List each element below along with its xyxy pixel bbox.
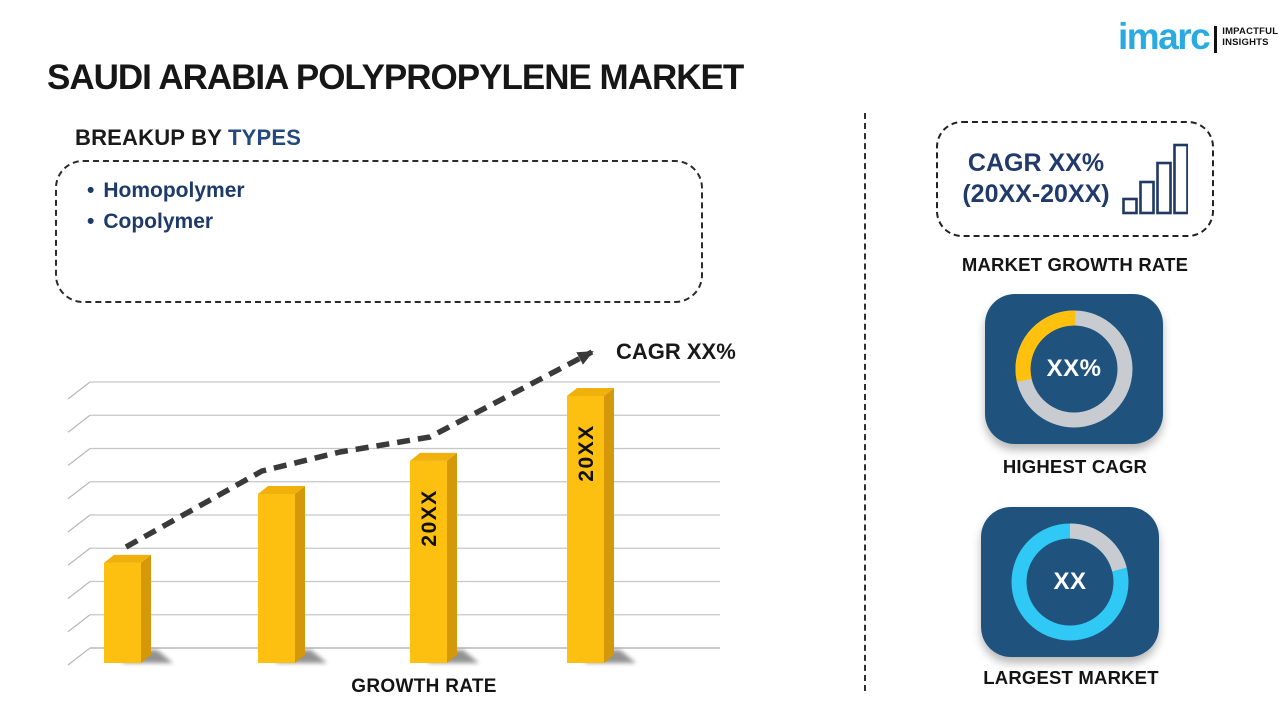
imarc-logo-text: imarc xyxy=(1118,16,1211,57)
page-title: SAUDI ARABIA POLYPROPYLENE MARKET xyxy=(47,58,744,97)
svg-text:20XX: 20XX xyxy=(575,424,598,481)
svg-text:20XX: 20XX xyxy=(418,489,441,546)
largest-market-label: LARGEST MARKET xyxy=(983,667,1159,688)
imarc-logo: imarc IMPACTFUL INSIGHTS xyxy=(1118,16,1278,58)
largest-market-value: XX xyxy=(1053,568,1087,595)
list-item-copolymer: • Copolymer xyxy=(87,206,681,237)
bullet-icon: • xyxy=(87,210,95,233)
highest-cagr-donut-chart xyxy=(1015,310,1133,428)
list-item-homopolymer: • Homopolymer xyxy=(87,175,681,206)
logo-divider xyxy=(1214,26,1218,53)
breakup-heading-prefix: BREAKUP BY xyxy=(75,125,222,150)
vertical-divider xyxy=(864,113,866,691)
bar-chart-canvas: 20XX 20XX xyxy=(67,349,720,666)
highest-cagr-value: XX% xyxy=(1046,355,1102,382)
trend-cagr-label: CAGR XX% xyxy=(616,339,736,364)
logo-tagline-line2: INSIGHTS xyxy=(1222,37,1269,48)
chart-x-axis-label: GROWTH RATE xyxy=(351,676,497,697)
largest-market-donut-card: XX xyxy=(981,507,1159,657)
highest-cagr-donut-card: XX% xyxy=(985,294,1163,444)
market-growth-rate-label: MARKET GROWTH RATE xyxy=(961,254,1189,275)
growth-bar-chart: 20XX 20XX CAGR XX% GROWTH RATE xyxy=(40,330,780,720)
types-list-box: • Homopolymer • Copolymer xyxy=(55,160,703,303)
cagr-summary-text: CAGR XX% (20XX-20XX) xyxy=(962,148,1109,210)
breakup-heading-highlight: TYPES xyxy=(227,125,302,150)
highest-cagr-label: HIGHEST CAGR xyxy=(1002,456,1148,477)
breakup-heading: BREAKUP BY TYPES xyxy=(75,125,301,151)
growth-bars-icon xyxy=(1121,143,1188,215)
logo-tagline: IMPACTFUL INSIGHTS xyxy=(1222,16,1278,48)
bullet-icon: • xyxy=(87,179,95,202)
logo-tagline-line1: IMPACTFUL xyxy=(1222,26,1279,37)
largest-market-donut-chart xyxy=(1011,523,1129,641)
list-item-label: Copolymer xyxy=(103,210,214,233)
cagr-summary-card: CAGR XX% (20XX-20XX) xyxy=(936,121,1214,237)
cagr-value-line: CAGR XX% xyxy=(967,149,1105,177)
list-item-label: Homopolymer xyxy=(103,179,245,202)
cagr-period-line: (20XX-20XX) xyxy=(962,180,1110,208)
